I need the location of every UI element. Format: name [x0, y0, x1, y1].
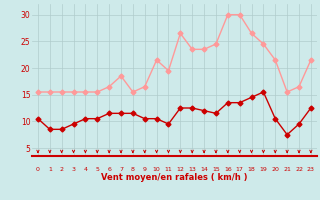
X-axis label: Vent moyen/en rafales ( km/h ): Vent moyen/en rafales ( km/h )	[101, 174, 248, 182]
